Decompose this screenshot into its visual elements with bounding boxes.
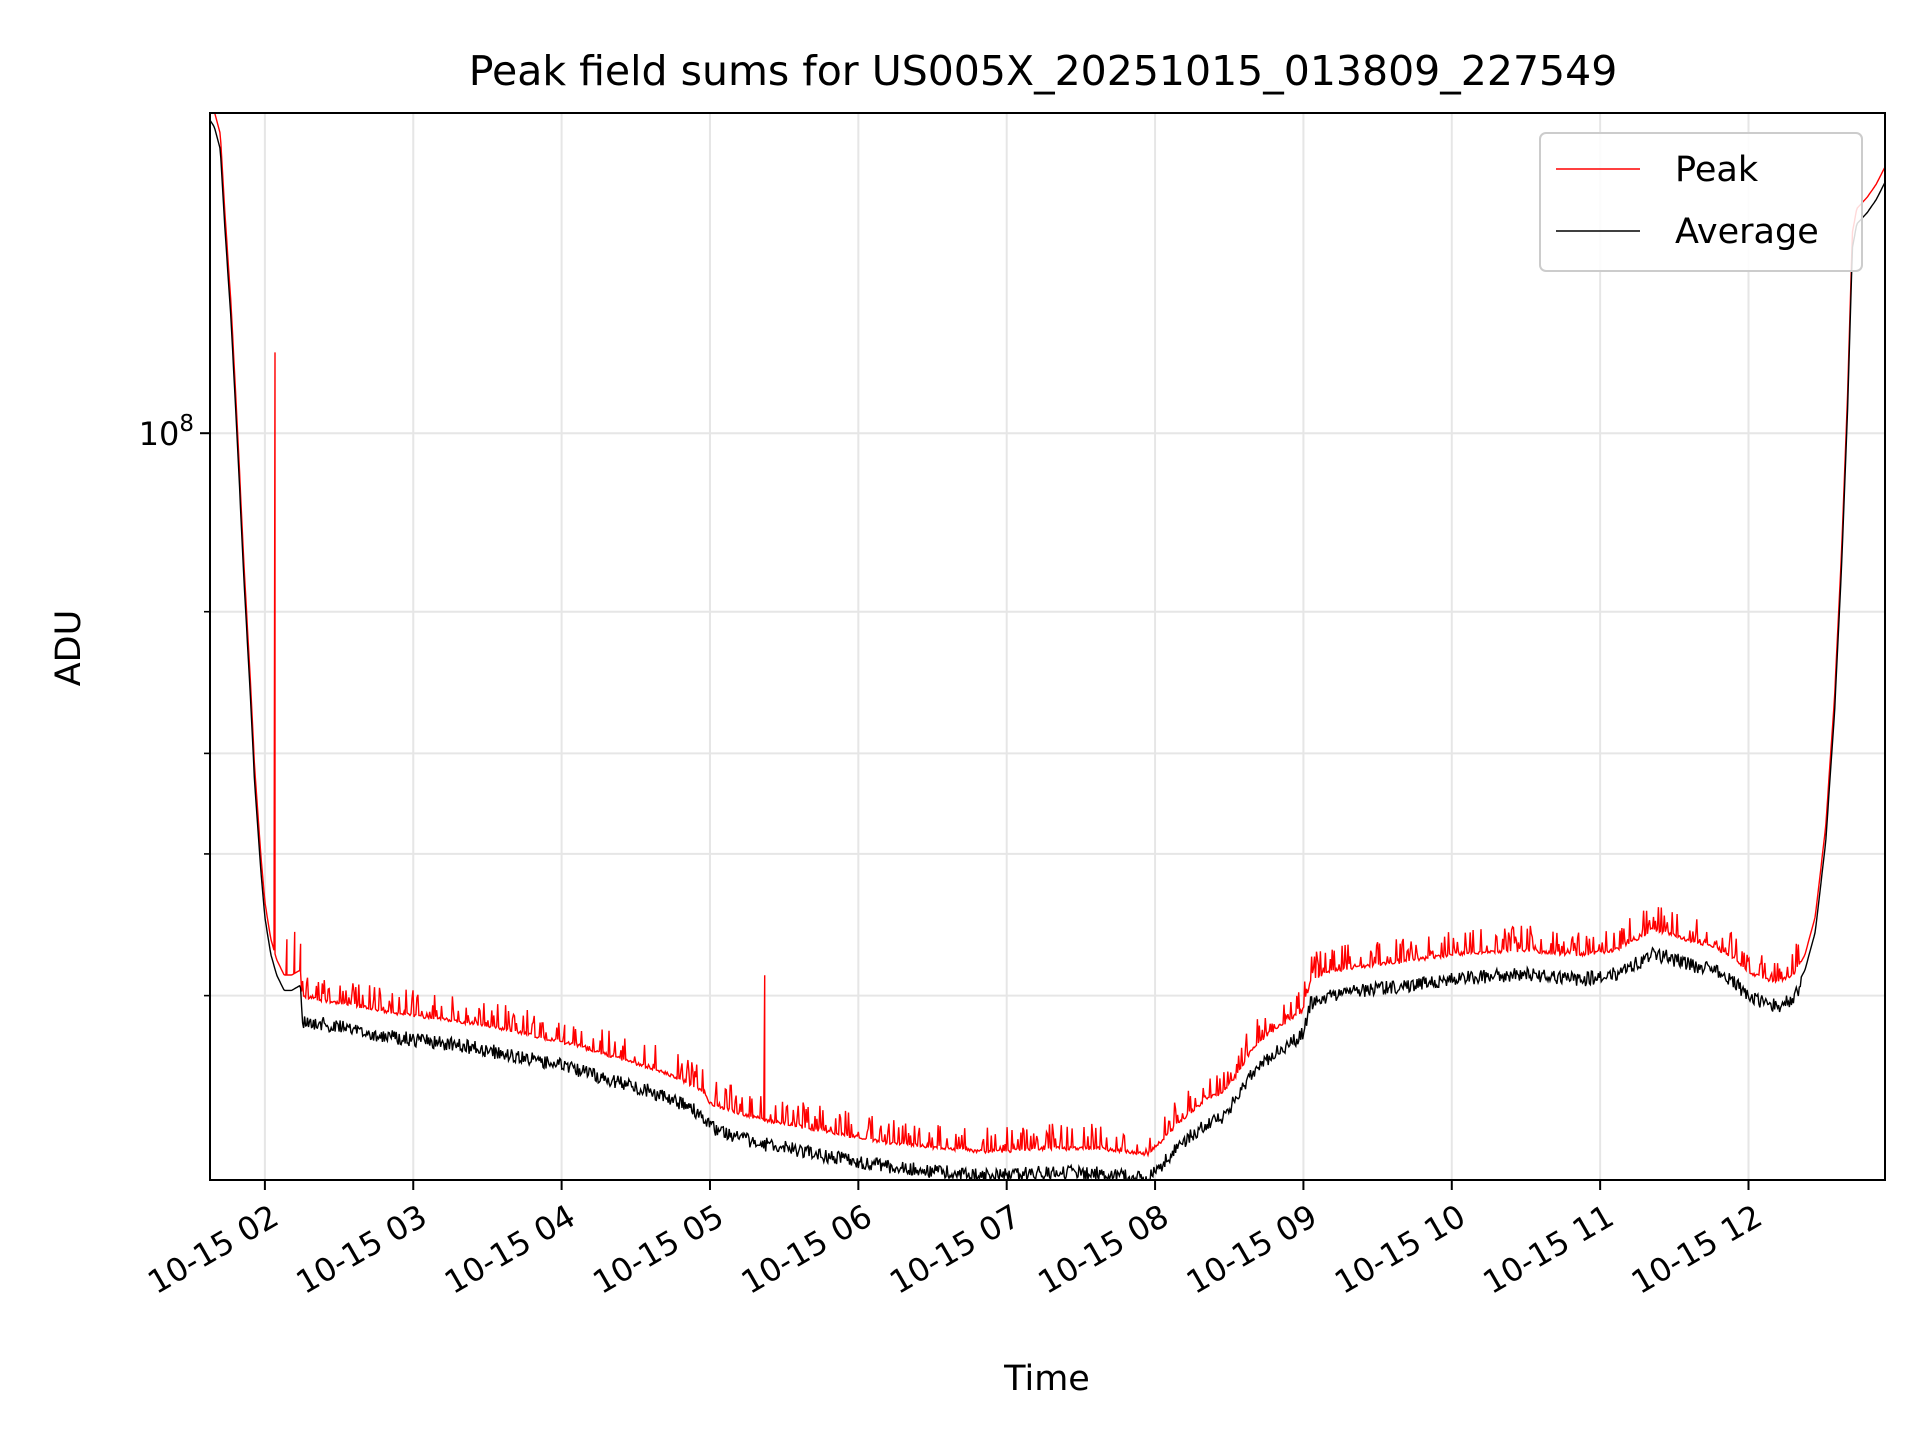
x-tick-label: 10-15 09 bbox=[1180, 1197, 1324, 1302]
x-tick-label: 10-15 03 bbox=[290, 1197, 434, 1302]
plot-frame bbox=[209, 112, 1886, 1181]
x-axis: 10-15 02 10-15 03 10-15 04 10-15 05 10-15 06… bbox=[141, 1180, 1769, 1302]
legend-box bbox=[1539, 132, 1863, 272]
x-tick-label: 10-15 04 bbox=[438, 1197, 582, 1302]
legend-peak-label: Peak bbox=[1675, 150, 1759, 190]
x-tick-label: 10-15 11 bbox=[1477, 1197, 1621, 1302]
y-axis: 108 bbox=[139, 411, 210, 997]
x-tick-label: 10-15 08 bbox=[1031, 1197, 1175, 1302]
y-axis-label: ADU bbox=[49, 610, 89, 687]
grid bbox=[210, 113, 1885, 1180]
peak-series-line bbox=[213, 113, 1885, 1158]
y-tick-label: 108 bbox=[139, 411, 194, 453]
x-tick-label: 10-15 07 bbox=[883, 1197, 1027, 1302]
legend: Peak Average bbox=[1539, 132, 1863, 272]
x-tick-label: 10-15 05 bbox=[586, 1197, 730, 1302]
average-series-line bbox=[210, 119, 1885, 1180]
x-axis-label: Time bbox=[1003, 1359, 1090, 1399]
legend-average-label: Average bbox=[1675, 212, 1819, 252]
x-tick-label: 10-15 06 bbox=[735, 1197, 879, 1302]
x-tick-label: 10-15 02 bbox=[141, 1197, 285, 1302]
chart-title: Peak field sums for US005X_20251015_0138… bbox=[469, 47, 1618, 95]
x-tick-label: 10-15 12 bbox=[1625, 1197, 1769, 1302]
x-tick-label: 10-15 10 bbox=[1328, 1197, 1472, 1302]
